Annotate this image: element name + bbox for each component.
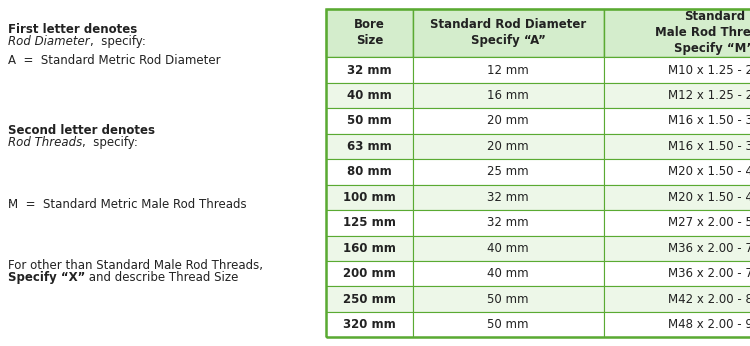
Bar: [326, 159, 412, 185]
Text: Bore
Size: Bore Size: [354, 18, 385, 47]
Bar: [326, 57, 412, 83]
Bar: [604, 159, 750, 185]
Bar: [413, 261, 604, 286]
Text: M16 x 1.50 - 32: M16 x 1.50 - 32: [668, 115, 750, 127]
Text: 125 mm: 125 mm: [343, 216, 396, 229]
Text: M16 x 1.50 - 32: M16 x 1.50 - 32: [668, 140, 750, 153]
Text: 160 mm: 160 mm: [343, 242, 396, 255]
Text: 40 mm: 40 mm: [347, 89, 392, 102]
Text: 50 mm: 50 mm: [347, 115, 392, 127]
Bar: [326, 9, 412, 57]
Bar: [326, 134, 412, 159]
Text: Specify “X”: Specify “X”: [8, 271, 86, 284]
Text: 20 mm: 20 mm: [488, 115, 529, 127]
Bar: [326, 83, 412, 108]
Bar: [413, 312, 604, 337]
Bar: [413, 108, 604, 134]
Text: 20 mm: 20 mm: [488, 140, 529, 153]
Text: .: .: [8, 193, 12, 206]
Text: M36 x 2.00 - 72: M36 x 2.00 - 72: [668, 242, 750, 255]
Bar: [413, 236, 604, 261]
Bar: [604, 134, 750, 159]
Text: 32 mm: 32 mm: [488, 191, 529, 204]
Text: Rod Threads: Rod Threads: [8, 136, 82, 148]
Text: M  =  Standard Metric Male Rod Threads: M = Standard Metric Male Rod Threads: [8, 199, 247, 211]
Text: A  =  Standard Metric Rod Diameter: A = Standard Metric Rod Diameter: [8, 54, 220, 67]
Bar: [604, 286, 750, 312]
Text: M27 x 2.00 - 54: M27 x 2.00 - 54: [668, 216, 750, 229]
Bar: [413, 185, 604, 210]
Text: 40 mm: 40 mm: [488, 242, 529, 255]
Bar: [413, 210, 604, 236]
Bar: [326, 210, 412, 236]
Text: M36 x 2.00 - 72: M36 x 2.00 - 72: [668, 267, 750, 280]
Bar: [604, 185, 750, 210]
Bar: [604, 236, 750, 261]
Bar: [326, 286, 412, 312]
Bar: [604, 9, 750, 57]
Text: 16 mm: 16 mm: [488, 89, 529, 102]
Text: Standard
Male Rod Threads
Specify “M”: Standard Male Rod Threads Specify “M”: [655, 10, 750, 55]
Bar: [326, 236, 412, 261]
Text: 32 mm: 32 mm: [347, 64, 392, 76]
Text: M20 x 1.50 - 40: M20 x 1.50 - 40: [668, 165, 750, 179]
Bar: [604, 57, 750, 83]
Text: 100 mm: 100 mm: [343, 191, 396, 204]
Bar: [413, 57, 604, 83]
Bar: [413, 134, 604, 159]
Bar: [413, 286, 604, 312]
Bar: [326, 312, 412, 337]
Bar: [604, 210, 750, 236]
Text: Standard Rod Diameter
Specify “A”: Standard Rod Diameter Specify “A”: [430, 18, 586, 47]
Bar: [604, 108, 750, 134]
Text: 200 mm: 200 mm: [343, 267, 396, 280]
Text: 250 mm: 250 mm: [343, 293, 396, 306]
Bar: [326, 108, 412, 134]
Bar: [604, 83, 750, 108]
Bar: [326, 185, 412, 210]
Text: For other than Standard Male Rod Threads,: For other than Standard Male Rod Threads…: [8, 259, 263, 272]
Bar: [326, 9, 750, 337]
Text: 80 mm: 80 mm: [347, 165, 392, 179]
Bar: [326, 261, 412, 286]
Bar: [413, 9, 604, 57]
Text: Rod Diameter: Rod Diameter: [8, 35, 90, 47]
Bar: [604, 261, 750, 286]
Text: M12 x 1.25 - 24: M12 x 1.25 - 24: [668, 89, 750, 102]
Text: ,  specify:: , specify:: [82, 136, 138, 148]
Text: 25 mm: 25 mm: [488, 165, 529, 179]
Bar: [413, 83, 604, 108]
Text: First letter denotes: First letter denotes: [8, 22, 137, 36]
Text: 32 mm: 32 mm: [488, 216, 529, 229]
Text: 12 mm: 12 mm: [488, 64, 529, 76]
Text: 40 mm: 40 mm: [488, 267, 529, 280]
Text: 63 mm: 63 mm: [347, 140, 392, 153]
Text: Second letter denotes: Second letter denotes: [8, 124, 155, 137]
Text: 50 mm: 50 mm: [488, 293, 529, 306]
Text: and describe Thread Size: and describe Thread Size: [86, 271, 238, 284]
Bar: [413, 159, 604, 185]
Text: M10 x 1.25 - 22: M10 x 1.25 - 22: [668, 64, 750, 76]
Bar: [604, 312, 750, 337]
Text: ,  specify:: , specify:: [89, 35, 146, 47]
Text: M48 x 2.00 - 96: M48 x 2.00 - 96: [668, 318, 750, 331]
Text: 320 mm: 320 mm: [343, 318, 396, 331]
Text: M20 x 1.50 - 40: M20 x 1.50 - 40: [668, 191, 750, 204]
Text: 50 mm: 50 mm: [488, 318, 529, 331]
Text: M42 x 2.00 - 84: M42 x 2.00 - 84: [668, 293, 750, 306]
